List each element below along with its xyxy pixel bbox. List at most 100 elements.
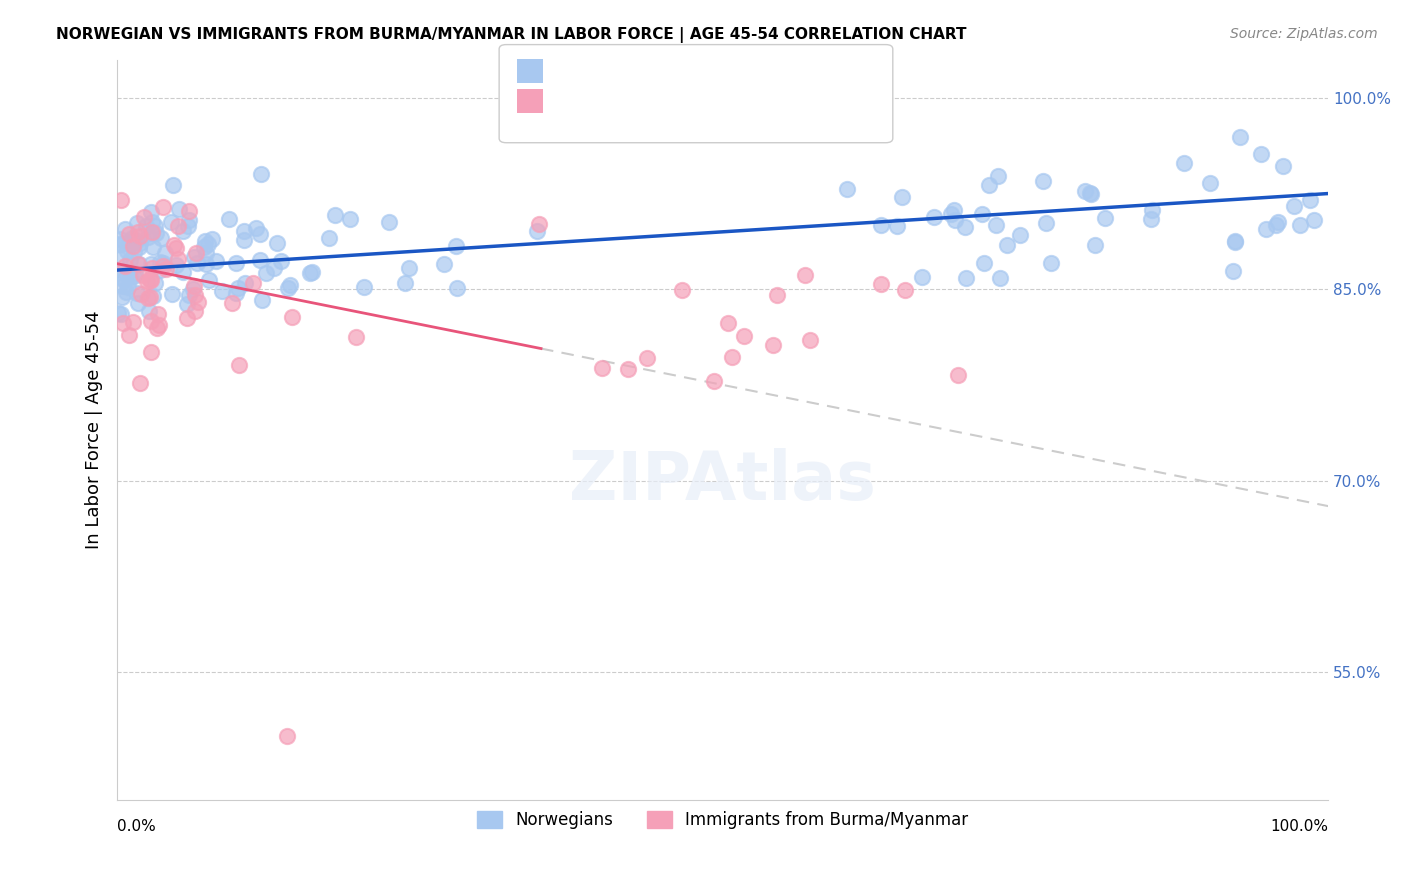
- Point: [721, 351, 744, 365]
- Point: [172, 265, 194, 279]
- Point: [201, 232, 224, 246]
- Point: [152, 259, 174, 273]
- Point: [1282, 198, 1305, 212]
- Point: [197, 237, 219, 252]
- Point: [162, 178, 184, 192]
- Point: [446, 281, 468, 295]
- Point: [108, 236, 131, 251]
- Text: 100.0%: 100.0%: [1270, 819, 1329, 834]
- Point: [125, 233, 148, 247]
- Point: [111, 290, 134, 304]
- Point: [136, 292, 159, 306]
- Point: [149, 263, 172, 277]
- Point: [128, 376, 150, 390]
- Point: [141, 260, 163, 275]
- Point: [141, 215, 163, 229]
- Point: [245, 220, 267, 235]
- Point: [837, 182, 859, 196]
- Point: [987, 169, 1010, 183]
- Point: [110, 193, 132, 207]
- Text: 61: 61: [692, 93, 714, 111]
- Point: [1229, 130, 1251, 145]
- Point: [398, 260, 420, 275]
- Point: [869, 277, 891, 291]
- Point: [1254, 222, 1277, 236]
- Point: [204, 253, 226, 268]
- Text: ZIPAtlas: ZIPAtlas: [569, 448, 876, 514]
- Point: [1139, 212, 1161, 227]
- Point: [527, 217, 550, 231]
- Point: [183, 279, 205, 293]
- Point: [232, 224, 254, 238]
- Point: [988, 271, 1011, 285]
- Point: [129, 287, 152, 301]
- Point: [111, 236, 134, 251]
- Legend: Norwegians, Immigrants from Burma/Myanmar: Norwegians, Immigrants from Burma/Myanma…: [471, 804, 974, 836]
- Point: [115, 244, 138, 259]
- Point: [1272, 159, 1295, 173]
- Point: [922, 210, 945, 224]
- Point: [1250, 146, 1272, 161]
- Point: [177, 288, 200, 302]
- Point: [114, 222, 136, 236]
- Point: [193, 240, 215, 254]
- Point: [172, 224, 194, 238]
- Point: [617, 362, 640, 376]
- Point: [1008, 227, 1031, 242]
- Point: [187, 295, 209, 310]
- Point: [1073, 184, 1095, 198]
- Point: [118, 327, 141, 342]
- Point: [281, 310, 304, 324]
- Text: 0.0%: 0.0%: [117, 819, 156, 834]
- Point: [122, 315, 145, 329]
- Point: [184, 287, 207, 301]
- Text: R =: R =: [554, 62, 591, 80]
- Point: [953, 219, 976, 234]
- Point: [344, 330, 367, 344]
- Point: [177, 219, 200, 233]
- Point: [734, 329, 756, 343]
- Point: [973, 256, 995, 270]
- Point: [254, 266, 277, 280]
- Point: [249, 167, 271, 181]
- Point: [266, 235, 288, 250]
- Point: [761, 337, 783, 351]
- Point: [167, 252, 190, 267]
- Point: [194, 234, 217, 248]
- Point: [153, 245, 176, 260]
- Point: [228, 358, 250, 372]
- Point: [107, 306, 129, 320]
- Point: [1289, 218, 1312, 232]
- Point: [943, 213, 966, 227]
- Point: [703, 374, 725, 388]
- Point: [184, 303, 207, 318]
- Point: [893, 283, 915, 297]
- Point: [433, 257, 456, 271]
- Point: [1265, 218, 1288, 232]
- Point: [278, 277, 301, 292]
- Point: [134, 210, 156, 224]
- Point: [353, 279, 375, 293]
- Point: [1303, 213, 1326, 227]
- Point: [141, 225, 163, 239]
- Point: [766, 287, 789, 301]
- Point: [176, 311, 198, 326]
- Point: [148, 307, 170, 321]
- Point: [142, 289, 165, 303]
- Point: [141, 345, 163, 359]
- Point: [636, 351, 658, 366]
- Point: [325, 209, 347, 223]
- Point: [890, 189, 912, 203]
- Point: [111, 279, 134, 293]
- Point: [1173, 156, 1195, 170]
- Point: [129, 229, 152, 244]
- Point: [127, 225, 149, 239]
- Point: [118, 237, 141, 252]
- Point: [1080, 187, 1102, 202]
- Point: [233, 276, 256, 290]
- Point: [136, 230, 159, 244]
- Point: [118, 253, 141, 268]
- Point: [122, 245, 145, 260]
- Point: [1198, 177, 1220, 191]
- Text: -0.279: -0.279: [593, 93, 652, 111]
